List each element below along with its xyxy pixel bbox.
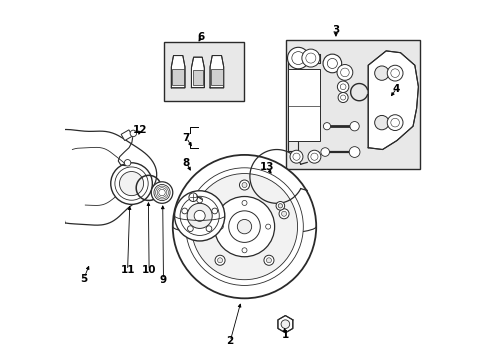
Circle shape <box>390 118 399 127</box>
Circle shape <box>349 122 359 131</box>
Circle shape <box>187 203 212 228</box>
Circle shape <box>390 69 399 77</box>
Circle shape <box>217 258 222 263</box>
Circle shape <box>130 130 136 136</box>
Circle shape <box>281 211 286 216</box>
Circle shape <box>291 51 304 64</box>
Circle shape <box>340 84 346 90</box>
Circle shape <box>211 208 217 214</box>
Circle shape <box>228 211 260 242</box>
Circle shape <box>323 54 341 73</box>
Text: 11: 11 <box>120 265 135 275</box>
Circle shape <box>340 95 345 100</box>
Circle shape <box>310 153 317 160</box>
Text: 1: 1 <box>282 330 289 340</box>
Polygon shape <box>171 55 184 88</box>
Circle shape <box>151 182 172 203</box>
Circle shape <box>348 147 359 157</box>
Circle shape <box>336 64 352 80</box>
Circle shape <box>266 258 271 263</box>
Circle shape <box>185 168 303 285</box>
Circle shape <box>154 184 170 201</box>
Circle shape <box>287 47 308 69</box>
Bar <box>287 69 319 140</box>
Circle shape <box>307 150 320 163</box>
Circle shape <box>194 210 205 221</box>
Circle shape <box>265 224 270 229</box>
Circle shape <box>202 211 207 216</box>
Text: 13: 13 <box>259 162 273 172</box>
Bar <box>121 130 132 140</box>
Bar <box>192 70 203 85</box>
Circle shape <box>278 204 282 208</box>
Circle shape <box>215 255 224 265</box>
Circle shape <box>279 209 288 219</box>
Bar <box>285 40 419 169</box>
Circle shape <box>289 150 303 163</box>
Circle shape <box>242 201 246 206</box>
Circle shape <box>174 191 224 241</box>
Circle shape <box>180 196 219 235</box>
Circle shape <box>292 153 300 160</box>
Polygon shape <box>277 316 292 333</box>
Circle shape <box>374 66 388 80</box>
Text: 6: 6 <box>198 32 204 41</box>
Circle shape <box>110 163 152 204</box>
Circle shape <box>172 155 316 298</box>
Circle shape <box>305 53 315 63</box>
Circle shape <box>200 209 209 219</box>
Circle shape <box>320 148 329 156</box>
Circle shape <box>281 320 289 328</box>
Circle shape <box>264 255 273 265</box>
Circle shape <box>386 115 402 131</box>
Text: 3: 3 <box>332 25 339 35</box>
Polygon shape <box>191 57 204 87</box>
Text: 9: 9 <box>160 275 167 285</box>
Circle shape <box>242 248 246 253</box>
Circle shape <box>386 65 402 81</box>
Bar <box>163 42 244 101</box>
Circle shape <box>374 116 388 130</box>
Circle shape <box>237 220 251 234</box>
Bar <box>172 69 183 85</box>
Circle shape <box>242 183 246 188</box>
Circle shape <box>340 68 348 77</box>
Circle shape <box>115 167 148 200</box>
Circle shape <box>191 174 297 280</box>
Bar <box>211 69 222 85</box>
Circle shape <box>214 197 274 257</box>
Circle shape <box>326 58 337 68</box>
Circle shape <box>124 159 131 166</box>
Polygon shape <box>367 51 418 149</box>
Text: 7: 7 <box>183 133 190 143</box>
Circle shape <box>323 123 330 130</box>
Circle shape <box>196 197 202 203</box>
Polygon shape <box>210 55 223 88</box>
Circle shape <box>239 180 249 190</box>
Circle shape <box>276 202 284 210</box>
Circle shape <box>119 171 143 195</box>
Circle shape <box>188 193 197 202</box>
Circle shape <box>187 226 193 231</box>
Text: 12: 12 <box>133 125 147 135</box>
Circle shape <box>337 93 347 103</box>
Circle shape <box>182 208 187 214</box>
Circle shape <box>337 81 348 93</box>
Text: 10: 10 <box>142 265 156 275</box>
Text: 2: 2 <box>226 336 233 346</box>
Text: 8: 8 <box>183 158 190 168</box>
Circle shape <box>205 226 211 231</box>
Circle shape <box>218 224 223 229</box>
Text: 4: 4 <box>392 84 399 94</box>
Text: 5: 5 <box>80 274 87 284</box>
Circle shape <box>301 49 319 67</box>
